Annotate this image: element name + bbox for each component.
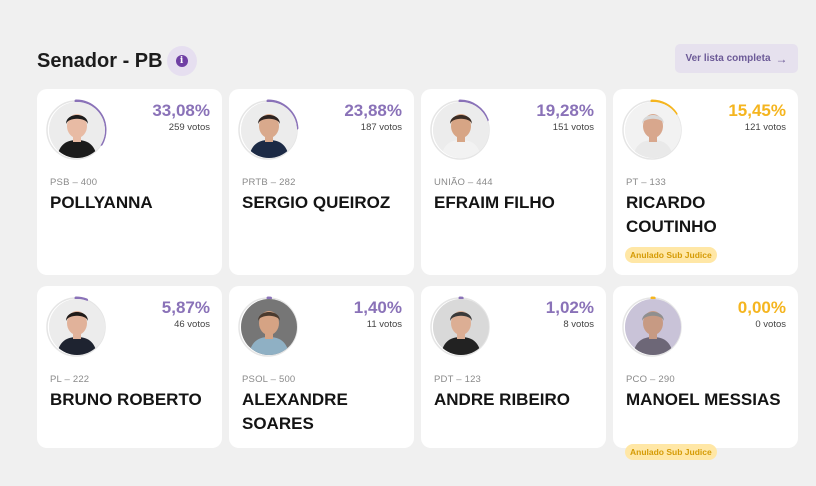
vote-count: 0 votos <box>755 319 786 330</box>
section-header: Senador - PB i <box>37 46 197 76</box>
info-icon: i <box>175 55 188 67</box>
vote-percentage: 19,28% <box>536 101 594 120</box>
vote-share-ring <box>45 99 107 161</box>
party-number: PL – 222 <box>50 374 90 385</box>
vote-count: 151 votos <box>552 122 594 133</box>
vote-count: 8 votos <box>563 319 594 330</box>
candidate-avatar <box>625 299 681 355</box>
party-number: PSB – 400 <box>50 177 98 188</box>
party-number: PCO – 290 <box>626 374 675 385</box>
candidate-avatar <box>241 299 297 355</box>
view-full-list-label: Ver lista completa <box>685 53 771 64</box>
candidate-name: ALEXANDRE SOARES <box>242 390 348 433</box>
arrow-right-icon: → <box>775 51 788 66</box>
sub-judice-badge: Anulado Sub Judice <box>625 247 717 263</box>
candidate-card[interactable]: 19,28% 151 votos UNIÃO – 444 EFRAIM FILH… <box>421 89 606 275</box>
vote-count: 11 votos <box>366 319 402 330</box>
candidate-card[interactable]: 33,08% 259 votos PSB – 400 POLLYANNA <box>37 89 222 275</box>
candidate-name: RICARDO COUTINHO <box>626 193 717 236</box>
vote-count: 46 votos <box>174 319 210 330</box>
candidate-avatar <box>49 299 105 355</box>
view-full-list-button[interactable]: Ver lista completa → <box>675 44 798 73</box>
candidate-avatar <box>625 102 681 158</box>
page-title: Senador - PB <box>37 49 163 72</box>
vote-percentage: 1,02% <box>545 298 594 317</box>
party-number: UNIÃO – 444 <box>434 177 493 188</box>
candidate-name: ANDRE RIBEIRO <box>434 390 571 409</box>
candidate-avatar <box>433 299 489 355</box>
vote-share-ring <box>429 99 491 161</box>
candidate-card[interactable]: 23,88% 187 votos PRTB – 282 SERGIO QUEIR… <box>229 89 414 275</box>
vote-percentage: 1,40% <box>353 298 402 317</box>
vote-count: 259 votos <box>168 122 210 133</box>
vote-percentage: 5,87% <box>161 298 210 317</box>
info-button[interactable]: i <box>166 46 197 76</box>
sub-judice-badge: Anulado Sub Judice <box>625 444 717 460</box>
vote-percentage: 23,88% <box>344 101 402 120</box>
candidate-card[interactable]: 15,45% 121 votos PT – 133 RICARDO COUTIN… <box>613 89 798 275</box>
candidate-avatar <box>49 102 105 158</box>
vote-percentage: 15,45% <box>728 101 786 120</box>
vote-share-ring <box>45 296 107 358</box>
candidate-name: SERGIO QUEIROZ <box>242 193 391 212</box>
candidate-name: POLLYANNA <box>50 193 153 212</box>
candidate-name: BRUNO ROBERTO <box>50 390 202 409</box>
candidate-name: EFRAIM FILHO <box>434 193 555 212</box>
party-number: PDT – 123 <box>434 374 482 385</box>
candidate-card[interactable]: 1,02% 8 votos PDT – 123 ANDRE RIBEIRO <box>421 286 606 448</box>
party-number: PT – 133 <box>626 177 666 188</box>
vote-share-ring <box>237 99 299 161</box>
vote-percentage: 0,00% <box>737 298 786 317</box>
party-number: PSOL – 500 <box>242 374 296 385</box>
vote-share-ring <box>429 296 491 358</box>
vote-count: 121 votos <box>744 122 786 133</box>
candidate-card[interactable]: 0,00% 0 votos PCO – 290 MANOEL MESSIAS A… <box>613 286 798 460</box>
vote-percentage: 33,08% <box>152 101 210 120</box>
vote-share-ring <box>237 296 299 358</box>
candidate-avatar <box>241 102 297 158</box>
party-number: PRTB – 282 <box>242 177 296 188</box>
candidate-card[interactable]: 1,40% 11 votos PSOL – 500 ALEXANDRE SOAR… <box>229 286 414 448</box>
candidate-name: MANOEL MESSIAS <box>626 390 781 409</box>
vote-share-ring <box>621 99 683 161</box>
vote-share-ring <box>621 296 683 358</box>
vote-count: 187 votos <box>360 122 402 133</box>
candidate-card[interactable]: 5,87% 46 votos PL – 222 BRUNO ROBERTO <box>37 286 222 448</box>
candidate-avatar <box>433 102 489 158</box>
